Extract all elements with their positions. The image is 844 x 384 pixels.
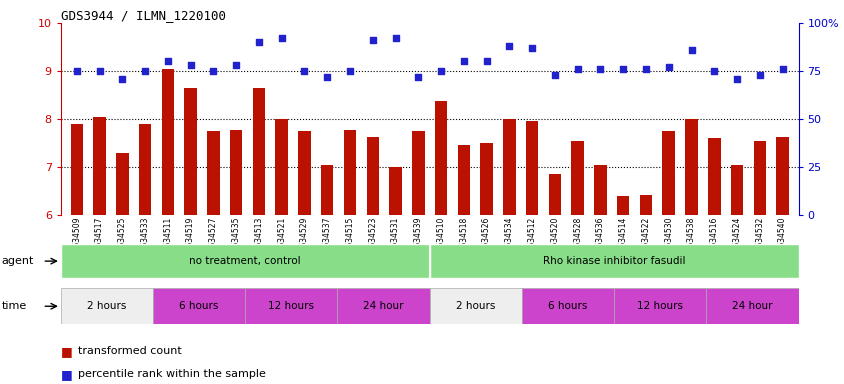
Bar: [429, 288, 522, 324]
Point: [252, 39, 265, 45]
Point: [548, 72, 561, 78]
Bar: [548, 174, 560, 215]
Bar: [116, 153, 128, 215]
Bar: [435, 101, 446, 215]
Point: [706, 68, 720, 74]
Bar: [275, 119, 288, 215]
Bar: [321, 165, 333, 215]
Text: GDS3944 / ILMN_1220100: GDS3944 / ILMN_1220100: [61, 9, 225, 22]
Bar: [138, 124, 151, 215]
Bar: [522, 288, 614, 324]
Point: [70, 68, 84, 74]
Point: [502, 43, 516, 49]
Point: [184, 62, 197, 68]
Bar: [245, 288, 337, 324]
Point: [207, 68, 220, 74]
Bar: [61, 244, 429, 278]
Bar: [252, 88, 265, 215]
Text: 12 hours: 12 hours: [268, 301, 314, 311]
Point: [571, 66, 584, 72]
Bar: [479, 143, 492, 215]
Point: [411, 74, 425, 80]
Point: [93, 68, 106, 74]
Point: [479, 58, 493, 65]
Text: time: time: [2, 301, 27, 311]
Bar: [207, 131, 219, 215]
Bar: [389, 167, 401, 215]
Point: [752, 72, 766, 78]
Point: [661, 64, 674, 70]
Point: [457, 58, 470, 65]
Bar: [298, 131, 311, 215]
Bar: [593, 165, 606, 215]
Point: [116, 76, 129, 82]
Text: 12 hours: 12 hours: [636, 301, 683, 311]
Text: no treatment, control: no treatment, control: [189, 256, 300, 266]
Text: 2 hours: 2 hours: [87, 301, 127, 311]
Bar: [753, 141, 766, 215]
Bar: [230, 130, 242, 215]
Point: [229, 62, 242, 68]
Point: [775, 66, 788, 72]
Point: [593, 66, 607, 72]
Text: 6 hours: 6 hours: [179, 301, 219, 311]
Point: [320, 74, 333, 80]
Text: Rho kinase inhibitor fasudil: Rho kinase inhibitor fasudil: [542, 256, 684, 266]
Point: [365, 37, 379, 43]
Text: 2 hours: 2 hours: [456, 301, 495, 311]
Bar: [616, 196, 629, 215]
Point: [297, 68, 311, 74]
Text: 24 hour: 24 hour: [363, 301, 403, 311]
Point: [729, 76, 743, 82]
Bar: [70, 124, 83, 215]
Point: [684, 47, 697, 53]
Text: 6 hours: 6 hours: [548, 301, 587, 311]
Text: percentile rank within the sample: percentile rank within the sample: [78, 369, 265, 379]
Point: [525, 45, 538, 51]
Point: [616, 66, 630, 72]
Bar: [93, 117, 106, 215]
Bar: [707, 138, 720, 215]
Bar: [61, 288, 153, 324]
Bar: [730, 165, 743, 215]
Bar: [457, 146, 469, 215]
Bar: [571, 141, 583, 215]
Text: 24 hour: 24 hour: [731, 301, 771, 311]
Text: ■: ■: [61, 368, 73, 381]
Bar: [366, 137, 379, 215]
Bar: [525, 121, 538, 215]
Point: [343, 68, 356, 74]
Bar: [153, 288, 245, 324]
Point: [138, 68, 152, 74]
Bar: [412, 131, 424, 215]
Bar: [706, 288, 798, 324]
Bar: [776, 137, 788, 215]
Point: [388, 35, 402, 41]
Bar: [639, 195, 652, 215]
Bar: [184, 88, 197, 215]
Text: transformed count: transformed count: [78, 346, 181, 356]
Bar: [502, 119, 515, 215]
Bar: [337, 288, 429, 324]
Bar: [662, 131, 674, 215]
Point: [434, 68, 447, 74]
Bar: [161, 69, 174, 215]
Bar: [429, 244, 798, 278]
Point: [161, 58, 175, 65]
Text: ■: ■: [61, 345, 73, 358]
Text: agent: agent: [2, 256, 34, 266]
Bar: [614, 288, 706, 324]
Point: [638, 66, 652, 72]
Bar: [344, 130, 356, 215]
Point: [274, 35, 288, 41]
Bar: [684, 119, 697, 215]
